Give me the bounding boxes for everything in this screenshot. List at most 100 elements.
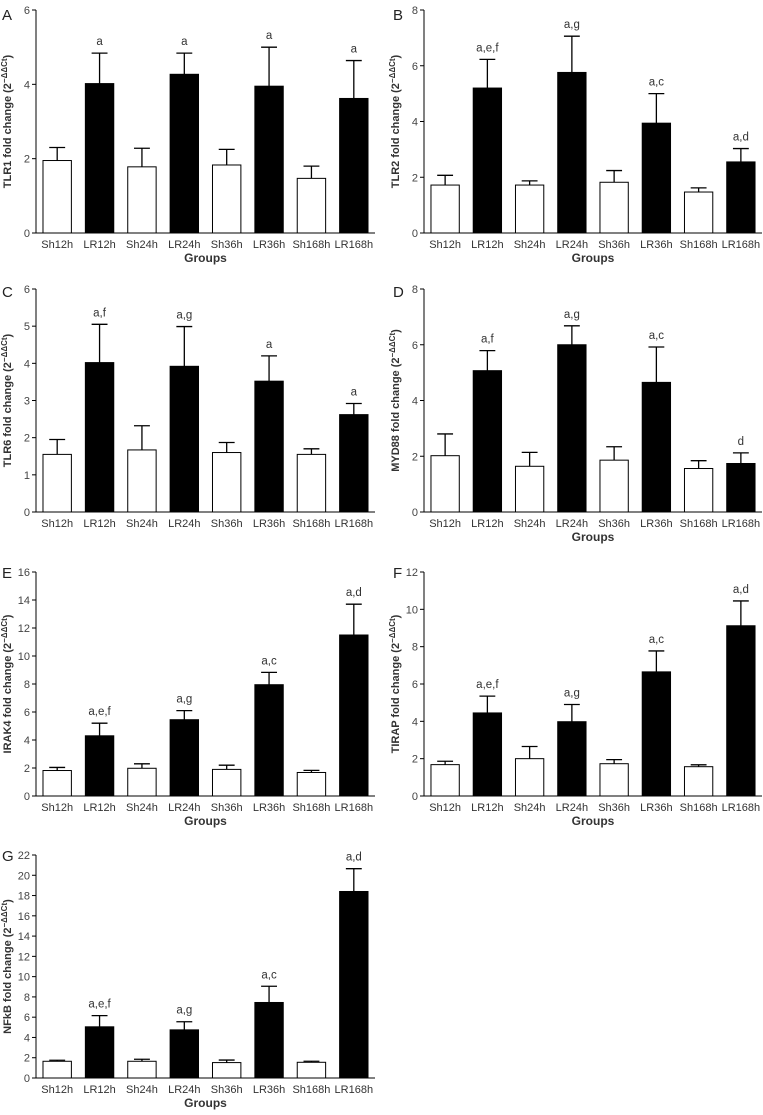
- bar-lr12h: [472, 87, 503, 234]
- bar-lr24h: [169, 73, 200, 234]
- x-tick-label-lr168h: LR168h: [335, 802, 374, 814]
- y-tick-label: 4: [24, 79, 30, 91]
- x-tick-label-sh168h: Sh168h: [292, 239, 330, 251]
- y-tick-label: 0: [412, 507, 418, 519]
- panel-letter: D: [393, 284, 404, 301]
- y-tick-label: 6: [412, 679, 418, 691]
- bar-sh36h: [211, 452, 242, 513]
- significance-label-lr24h: a,g: [564, 688, 580, 700]
- significance-label-lr168h: a,d: [733, 132, 749, 144]
- x-tick-label-sh36h: Sh36h: [598, 518, 630, 530]
- y-tick-label: 10: [406, 604, 418, 616]
- significance-label-lr12h: a: [96, 36, 103, 48]
- x-tick-label-lr168h: LR168h: [335, 239, 374, 251]
- x-tick-label-sh168h: Sh168h: [292, 518, 330, 530]
- bar-lr12h: [84, 362, 115, 513]
- bar-sh36h: [211, 1062, 242, 1079]
- x-tick-label-lr36h: LR36h: [253, 1084, 285, 1096]
- bar-sh36h: [211, 768, 242, 797]
- significance-label-lr168h: d: [738, 436, 744, 448]
- bar-lr12h: [472, 712, 503, 797]
- bar-lr12h: [84, 1026, 115, 1079]
- significance-label-lr36h: a: [266, 30, 273, 42]
- x-tick-label-lr24h: LR24h: [168, 802, 200, 814]
- y-tick-label: 2: [24, 433, 30, 445]
- y-tick-label: 3: [24, 396, 30, 408]
- y-tick-label: 2: [412, 754, 418, 766]
- significance-label-lr168h: a: [351, 44, 358, 56]
- x-tick-label-sh12h: Sh12h: [41, 239, 73, 251]
- x-tick-label-sh12h: Sh12h: [429, 802, 461, 814]
- bar-lr168h: [339, 97, 369, 234]
- y-tick-label: 12: [18, 951, 30, 963]
- bar-sh168h: [296, 771, 327, 797]
- x-tick-label-lr36h: LR36h: [640, 239, 672, 251]
- y-tick-label: 2: [412, 172, 418, 184]
- y-axis-label-exponent: −ΔΔCt: [388, 618, 397, 643]
- x-tick-label-lr168h: LR168h: [722, 518, 761, 530]
- x-tick-label-sh36h: Sh36h: [211, 1084, 243, 1096]
- significance-label-lr36h: a,c: [649, 77, 665, 89]
- x-axis-label: Groups: [184, 1096, 227, 1110]
- y-axis-label-text: TLR2 fold change (2: [390, 83, 402, 188]
- x-tick-label-sh168h: Sh168h: [292, 1084, 330, 1096]
- y-axis-label: TLR2 fold change (2−ΔΔCt): [388, 54, 402, 188]
- y-tick-label: 8: [412, 642, 418, 654]
- y-axis-label-close: ): [2, 54, 14, 58]
- bar-sh36h: [599, 459, 629, 513]
- bar-lr24h: [169, 719, 200, 797]
- significance-label-lr12h: a,e,f: [88, 999, 111, 1011]
- y-axis-label-exponent: −ΔΔCt: [0, 903, 9, 928]
- y-axis-label-text: IRAK4 fold change (2: [2, 643, 14, 754]
- y-tick-label: 0: [24, 228, 30, 240]
- chart-panel-d: D MYD88 fold change (2−ΔΔCt) 0 2 4 6 8 Sh12h a,f…: [388, 284, 762, 544]
- bar-sh24h: [127, 166, 157, 234]
- significance-label-lr168h: a,d: [346, 587, 362, 599]
- x-tick-label-lr168h: LR168h: [722, 239, 761, 251]
- x-tick-label-sh24h: Sh24h: [514, 239, 546, 251]
- chart-panel-a: A TLR1 fold change (2−ΔΔCt) 0 2 4 6 Sh12h a LR12…: [0, 5, 375, 265]
- significance-label-lr12h: a,f: [481, 334, 495, 346]
- x-tick-label-lr12h: LR12h: [83, 518, 115, 530]
- y-tick-label: 0: [412, 791, 418, 803]
- x-tick-label-lr36h: LR36h: [253, 239, 285, 251]
- significance-label-lr36h: a,c: [649, 330, 665, 342]
- x-tick-label-lr12h: LR12h: [471, 802, 503, 814]
- x-tick-label-sh36h: Sh36h: [598, 802, 630, 814]
- x-tick-label-lr24h: LR24h: [168, 239, 200, 251]
- bar-lr24h: [169, 365, 200, 513]
- bar-sh24h: [514, 758, 545, 797]
- y-tick-label: 14: [18, 931, 30, 943]
- y-tick-label: 10: [18, 972, 30, 984]
- panel-letter: E: [2, 565, 12, 582]
- bar-sh12h: [430, 455, 460, 513]
- x-tick-label-sh24h: Sh24h: [126, 518, 158, 530]
- y-axis-label-text: TIRAP fold change (2: [390, 643, 402, 753]
- significance-label-lr36h: a,c: [261, 655, 277, 667]
- bar-sh24h: [127, 767, 157, 797]
- bar-sh12h: [430, 184, 460, 234]
- bar-sh168h: [683, 766, 714, 797]
- y-tick-label: 2: [24, 1053, 30, 1065]
- y-axis-label: IRAK4 fold change (2−ΔΔCt): [0, 614, 14, 753]
- x-tick-label-lr24h: LR24h: [556, 518, 588, 530]
- bar-sh168h: [296, 177, 327, 234]
- bar-sh12h: [430, 764, 460, 797]
- bar-sh36h: [211, 164, 242, 234]
- y-tick-label: 2: [412, 451, 418, 463]
- bar-lr12h: [84, 735, 115, 797]
- x-tick-label-sh24h: Sh24h: [126, 802, 158, 814]
- significance-label-lr36h: a,c: [261, 969, 277, 981]
- x-tick-label-lr24h: LR24h: [556, 802, 588, 814]
- bar-sh12h: [42, 770, 72, 797]
- x-tick-label-sh168h: Sh168h: [680, 239, 718, 251]
- chart-panel-g: G NFkB fold change (2−ΔΔCt) 0 2 4 6 8 10 12 14 16 1…: [0, 848, 375, 1110]
- x-tick-label-sh168h: Sh168h: [292, 802, 330, 814]
- y-tick-label: 0: [24, 507, 30, 519]
- bar-sh24h: [514, 184, 545, 234]
- significance-label-lr24h: a,g: [176, 694, 192, 706]
- x-tick-label-sh36h: Sh36h: [211, 802, 243, 814]
- y-tick-label: 18: [18, 891, 30, 903]
- x-tick-label-lr12h: LR12h: [83, 802, 115, 814]
- panel-letter: C: [2, 284, 13, 301]
